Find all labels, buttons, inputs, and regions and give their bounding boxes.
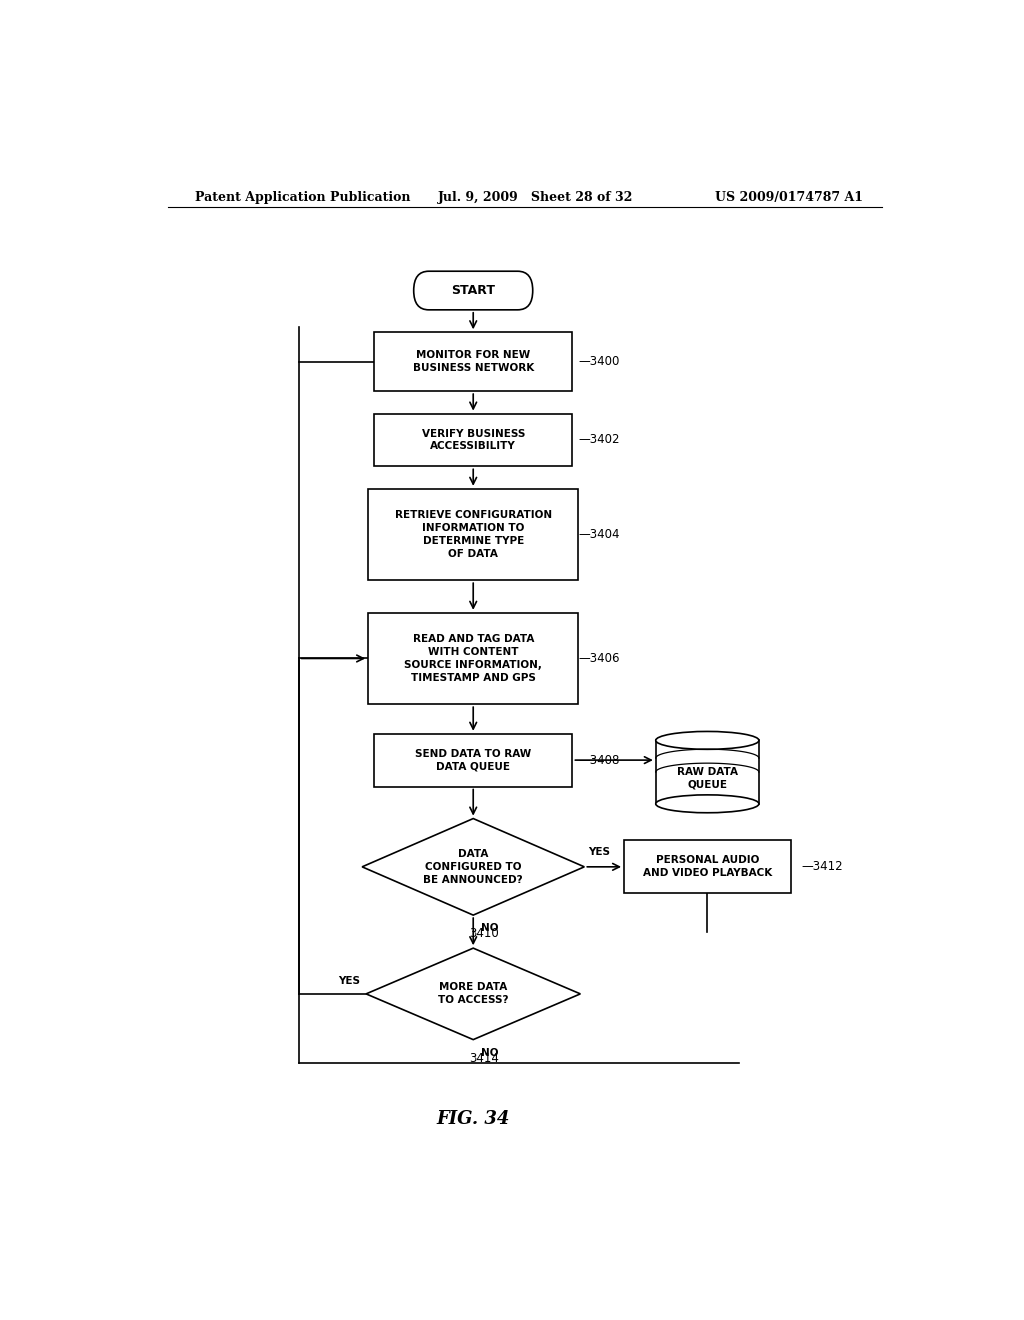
Text: MONITOR FOR NEW
BUSINESS NETWORK: MONITOR FOR NEW BUSINESS NETWORK — [413, 350, 534, 374]
Bar — [655, 741, 759, 804]
Polygon shape — [367, 948, 581, 1040]
Text: —3408: —3408 — [579, 754, 621, 767]
Text: RAW DATA
QUEUE: RAW DATA QUEUE — [677, 767, 738, 789]
Text: —3404: —3404 — [579, 528, 621, 541]
Text: YES: YES — [588, 846, 610, 857]
FancyBboxPatch shape — [624, 841, 791, 894]
FancyBboxPatch shape — [368, 612, 579, 704]
Text: —3412: —3412 — [801, 861, 843, 874]
Text: 3414: 3414 — [469, 1052, 499, 1065]
Text: SEND DATA TO RAW
DATA QUEUE: SEND DATA TO RAW DATA QUEUE — [415, 748, 531, 771]
Text: NO: NO — [481, 923, 499, 933]
Text: Jul. 9, 2009   Sheet 28 of 32: Jul. 9, 2009 Sheet 28 of 32 — [437, 190, 633, 203]
Text: —3402: —3402 — [579, 433, 621, 446]
Text: —3406: —3406 — [579, 652, 621, 665]
Ellipse shape — [655, 731, 759, 750]
Text: US 2009/0174787 A1: US 2009/0174787 A1 — [715, 190, 863, 203]
Text: NO: NO — [481, 1048, 499, 1057]
Text: VERIFY BUSINESS
ACCESSIBILITY: VERIFY BUSINESS ACCESSIBILITY — [422, 429, 525, 451]
FancyBboxPatch shape — [374, 333, 572, 391]
Text: FIG. 34: FIG. 34 — [436, 1110, 510, 1127]
Text: MORE DATA
TO ACCESS?: MORE DATA TO ACCESS? — [438, 982, 509, 1006]
FancyBboxPatch shape — [374, 734, 572, 787]
Text: —3400: —3400 — [579, 355, 621, 368]
Text: 3410: 3410 — [469, 928, 499, 940]
Polygon shape — [362, 818, 585, 915]
Text: READ AND TAG DATA
WITH CONTENT
SOURCE INFORMATION,
TIMESTAMP AND GPS: READ AND TAG DATA WITH CONTENT SOURCE IN… — [404, 635, 542, 682]
Text: DATA
CONFIGURED TO
BE ANNOUNCED?: DATA CONFIGURED TO BE ANNOUNCED? — [423, 849, 523, 884]
FancyBboxPatch shape — [368, 488, 579, 581]
Ellipse shape — [655, 795, 759, 813]
FancyBboxPatch shape — [374, 413, 572, 466]
Text: START: START — [452, 284, 496, 297]
Text: PERSONAL AUDIO
AND VIDEO PLAYBACK: PERSONAL AUDIO AND VIDEO PLAYBACK — [643, 855, 772, 878]
Text: YES: YES — [338, 975, 359, 986]
Text: Patent Application Publication: Patent Application Publication — [196, 190, 411, 203]
FancyBboxPatch shape — [414, 271, 532, 310]
Text: RETRIEVE CONFIGURATION
INFORMATION TO
DETERMINE TYPE
OF DATA: RETRIEVE CONFIGURATION INFORMATION TO DE… — [394, 511, 552, 558]
